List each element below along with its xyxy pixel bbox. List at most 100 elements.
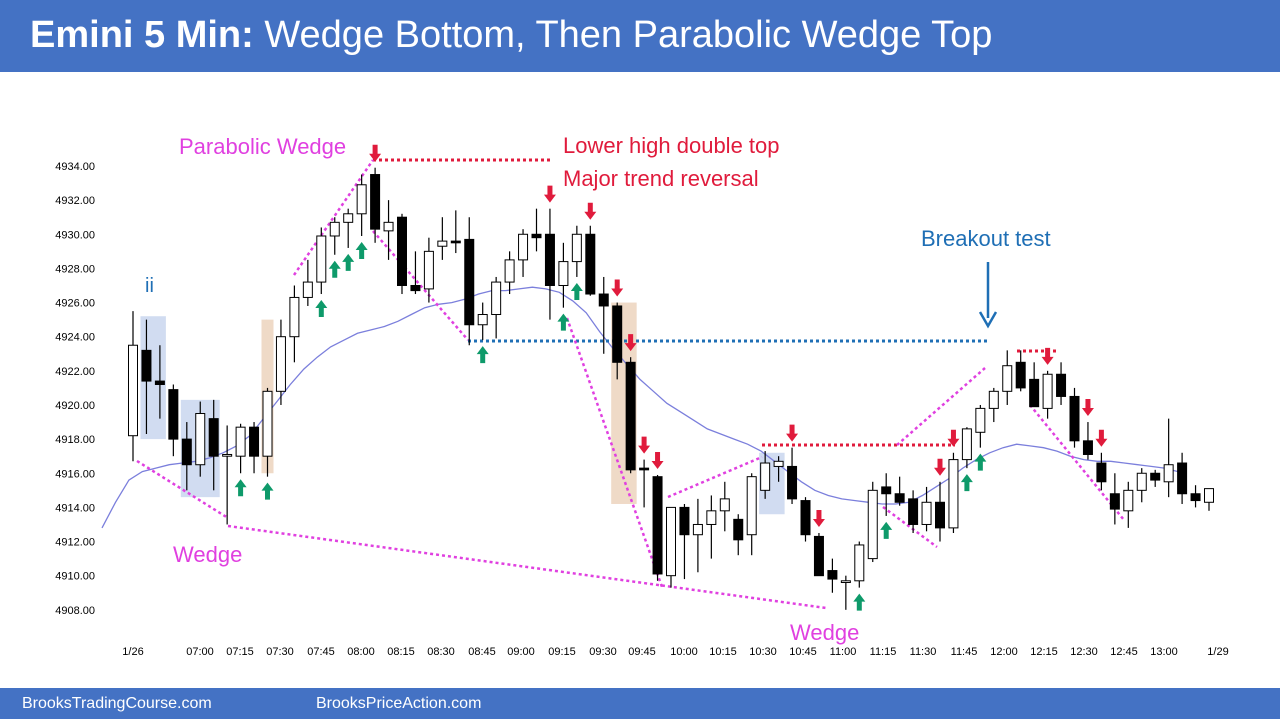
x-tick-label: 10:30 bbox=[749, 646, 777, 658]
footer-link-price-action[interactable]: BrooksPriceAction.com bbox=[316, 695, 482, 712]
bull-candle bbox=[988, 390, 999, 409]
sell-signal-arrow bbox=[786, 424, 799, 442]
arrow-shape bbox=[611, 279, 624, 297]
bull-candle bbox=[316, 235, 327, 283]
bull-candle bbox=[760, 462, 771, 491]
arrow-shape bbox=[315, 300, 328, 318]
buy-signal-arrow bbox=[476, 346, 489, 364]
sell-signal-arrow bbox=[638, 436, 651, 454]
bull-candle bbox=[706, 510, 717, 525]
wedge-line bbox=[896, 367, 986, 446]
arrow-shape bbox=[1041, 347, 1054, 365]
bull-candle bbox=[356, 184, 367, 215]
x-tick-label: 12:30 bbox=[1070, 646, 1098, 658]
bull-candle bbox=[719, 498, 730, 512]
y-tick-label: 4922.00 bbox=[55, 366, 95, 378]
bull-candle bbox=[275, 336, 286, 392]
sell-signal-arrow bbox=[1095, 429, 1108, 447]
buy-signal-arrow bbox=[853, 593, 866, 611]
bear-candle bbox=[1056, 373, 1067, 397]
title-bold: Emini 5 Min: bbox=[30, 14, 254, 56]
bull-candle bbox=[692, 523, 703, 536]
bull-candle bbox=[1002, 365, 1013, 392]
bear-candle bbox=[813, 535, 824, 577]
bear-candle bbox=[1190, 493, 1201, 502]
y-tick-label: 4934.00 bbox=[55, 161, 95, 173]
bear-candle bbox=[827, 570, 838, 580]
bear-candle bbox=[249, 426, 260, 457]
bear-candle bbox=[370, 174, 381, 230]
x-tick-label: 10:45 bbox=[789, 646, 817, 658]
bear-candle bbox=[531, 233, 542, 239]
bear-candle bbox=[1069, 395, 1080, 442]
bear-candle bbox=[544, 233, 555, 286]
y-tick-label: 4908.00 bbox=[55, 605, 95, 617]
bear-candle bbox=[598, 293, 609, 307]
arrow-shape bbox=[624, 334, 637, 352]
x-tick-label: 10:00 bbox=[670, 646, 698, 658]
y-tick-label: 4930.00 bbox=[55, 229, 95, 241]
x-tick-label: 12:15 bbox=[1030, 646, 1058, 658]
bear-candle bbox=[679, 506, 690, 536]
bear-candle bbox=[141, 349, 152, 382]
bull-candle bbox=[666, 506, 676, 577]
y-tick-label: 4912.00 bbox=[55, 537, 95, 549]
sell-signal-arrow bbox=[947, 429, 960, 447]
bull-candle bbox=[1136, 472, 1147, 491]
footer-link-trading-course[interactable]: BrooksTradingCourse.com bbox=[22, 695, 212, 712]
bear-candle bbox=[908, 498, 919, 525]
bull-candle bbox=[195, 413, 206, 466]
annotation-double-top: Lower high double top bbox=[563, 133, 780, 158]
bull-candle bbox=[975, 407, 986, 433]
bear-candle bbox=[208, 418, 219, 457]
arrow-shape bbox=[584, 202, 597, 220]
bull-candle bbox=[840, 580, 851, 584]
wedge-line bbox=[372, 230, 469, 341]
bear-candle bbox=[168, 389, 179, 440]
bull-candle bbox=[773, 460, 784, 467]
x-tick-label: 13:00 bbox=[1150, 646, 1178, 658]
sell-signal-arrow bbox=[543, 185, 556, 203]
x-tick-label: 09:30 bbox=[589, 646, 617, 658]
bull-candle bbox=[329, 221, 340, 237]
bear-candle bbox=[1029, 378, 1040, 408]
bear-candle bbox=[450, 240, 461, 244]
x-tick-label: 08:30 bbox=[427, 646, 455, 658]
x-tick-label: 10:15 bbox=[709, 646, 737, 658]
bull-candle bbox=[302, 281, 313, 298]
arrow-head bbox=[978, 311, 998, 329]
bear-candle bbox=[1109, 493, 1120, 510]
bear-candle bbox=[652, 476, 663, 575]
bear-candle bbox=[154, 380, 165, 385]
bull-candle bbox=[1163, 464, 1174, 483]
bear-candle bbox=[410, 284, 421, 292]
bear-candle bbox=[612, 305, 623, 363]
x-tick-label: 1/26 bbox=[122, 646, 143, 658]
arrow-shape bbox=[234, 479, 247, 497]
bull-candle bbox=[948, 459, 959, 529]
bull-candle bbox=[1123, 489, 1134, 512]
buy-signal-arrow bbox=[328, 260, 341, 278]
arrow-shape bbox=[328, 260, 341, 278]
bear-candle bbox=[625, 361, 636, 471]
bull-candle bbox=[262, 390, 273, 457]
arrow-shape bbox=[369, 144, 382, 162]
x-tick-label: 11:00 bbox=[830, 646, 857, 658]
buy-signal-arrow bbox=[974, 453, 987, 471]
x-tick-label: 07:30 bbox=[266, 646, 294, 658]
buy-signal-arrow bbox=[355, 241, 368, 259]
annotation-breakout-test: Breakout test bbox=[921, 226, 1051, 251]
title-subtitle: Wedge Bottom, Then Parabolic Wedge Top bbox=[264, 14, 993, 56]
annotation-trend-reversal: Major trend reversal bbox=[563, 166, 759, 191]
buy-signal-arrow bbox=[570, 282, 583, 300]
bear-candle bbox=[181, 438, 192, 466]
bear-candle bbox=[787, 465, 798, 500]
buy-signal-arrow bbox=[342, 253, 355, 271]
bear-candle bbox=[585, 233, 596, 295]
bull-candle bbox=[867, 489, 878, 560]
bull-candle bbox=[423, 250, 434, 290]
bull-candle bbox=[854, 544, 865, 582]
footer-bar: BrooksTradingCourse.com BrooksPriceActio… bbox=[0, 688, 1280, 719]
sell-signal-arrow bbox=[624, 334, 637, 352]
arrow-shape bbox=[812, 510, 825, 528]
